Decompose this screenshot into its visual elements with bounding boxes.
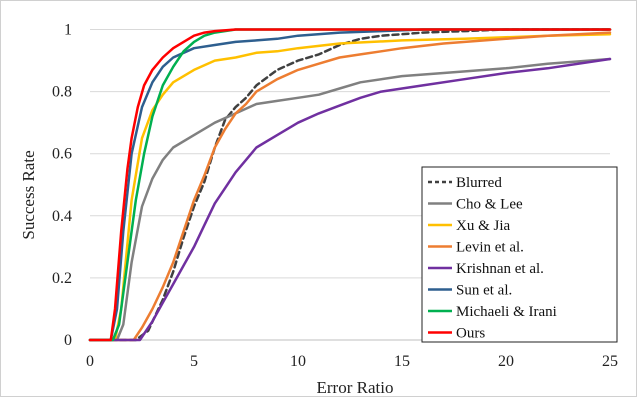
series-line xyxy=(88,57,612,342)
x-tick-label: 0 xyxy=(86,353,94,370)
x-axis-title: Error Ratio xyxy=(317,378,394,397)
y-tick-label: 0.4 xyxy=(52,208,72,225)
x-tick-label: 20 xyxy=(498,353,514,370)
legend: Blurred Cho & Lee Xu & Jia Levin et al. Kris… xyxy=(421,166,618,343)
legend-label: Levin et al. xyxy=(456,240,524,256)
series-line xyxy=(88,28,612,342)
y-tick-label: 0.8 xyxy=(52,84,72,101)
legend-label: Cho & Lee xyxy=(456,197,523,213)
legend-box xyxy=(421,166,618,343)
x-tick-label: 25 xyxy=(602,353,618,370)
series-line xyxy=(88,28,612,342)
legend-label: Sun et al. xyxy=(456,283,512,299)
x-tick-label: 10 xyxy=(290,353,306,370)
y-tick-label: 0.2 xyxy=(52,270,72,287)
tick-labels: 00.20.40.60.810 5 10 15 20 25 xyxy=(52,22,618,370)
y-tick-label: 0.6 xyxy=(52,146,72,163)
legend-label: Blurred xyxy=(456,175,502,191)
x-tick-label: 15 xyxy=(394,353,410,370)
series-lines xyxy=(88,28,612,342)
x-tick-label: 5 xyxy=(190,353,198,370)
legend-label: Ours xyxy=(456,326,485,342)
legend-label: Krishnan et al. xyxy=(456,261,544,277)
legend-label: Xu & Jia xyxy=(456,218,511,234)
legend-label: Michaeli & Irani xyxy=(456,304,557,320)
series-line xyxy=(88,32,612,342)
series-line xyxy=(88,57,612,342)
y-tick-label: 0 xyxy=(64,332,72,349)
series-line xyxy=(88,31,612,342)
y-tick-label: 1 xyxy=(64,22,72,39)
y-axis-title: Success Rate xyxy=(19,150,38,239)
